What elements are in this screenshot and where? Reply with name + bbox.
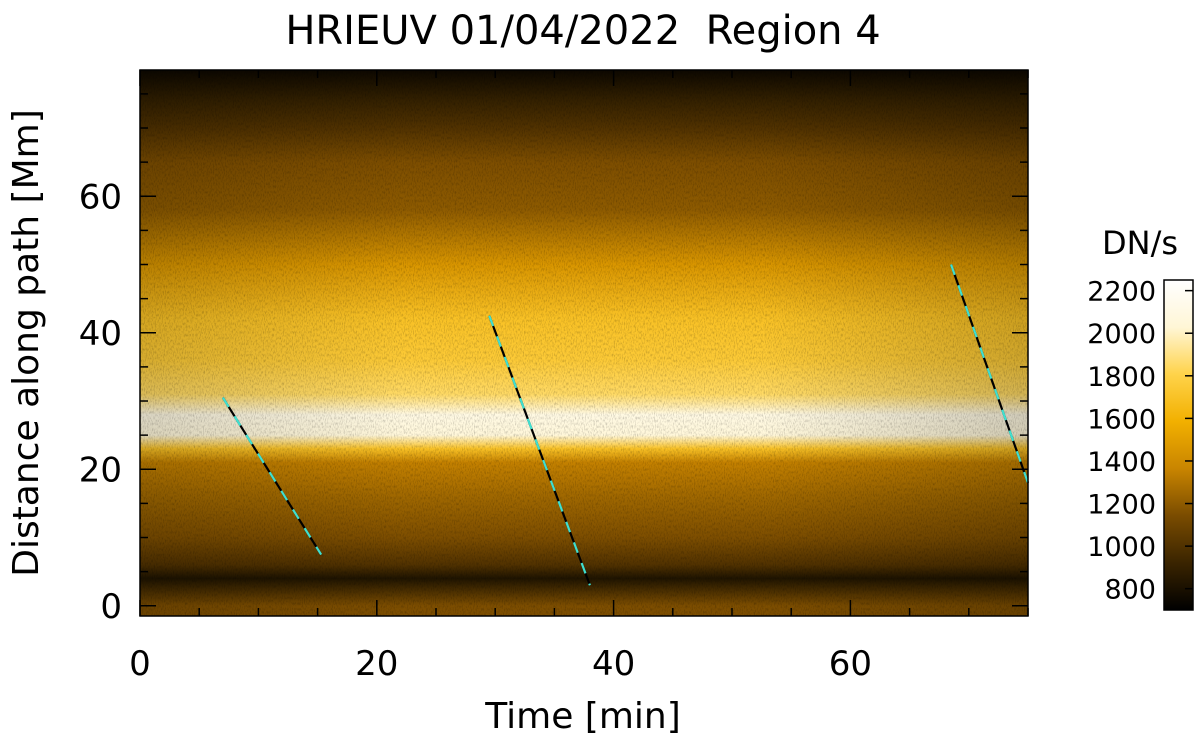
track-dash-1 xyxy=(221,397,323,556)
track-dash-2 xyxy=(488,315,591,586)
colorbar: DN/s 800 1000 1200 1400 1600 1800 2000 2200 xyxy=(1087,224,1194,611)
heatmap-shading xyxy=(140,70,1028,616)
colorbar-tick-label: 1200 xyxy=(1087,490,1156,521)
x-axis-label: Time [min] xyxy=(484,696,681,737)
x-tick-labels: 0 20 40 60 xyxy=(129,644,872,684)
y-tick-label: 0 xyxy=(100,587,122,627)
track-dash-3 xyxy=(950,264,1030,484)
y-tick-labels: 0 20 40 60 xyxy=(79,177,122,627)
colorbar-tick-label: 2200 xyxy=(1087,277,1156,308)
colorbar-tick-label: 800 xyxy=(1104,575,1156,606)
x-tick-label: 60 xyxy=(829,644,872,684)
colorbar-ticks: 800 1000 1200 1400 1600 1800 2000 2200 xyxy=(1087,277,1193,606)
y-tick-label: 40 xyxy=(79,314,122,354)
colorbar-scale xyxy=(1163,279,1194,611)
colorbar-tick-label: 1400 xyxy=(1087,447,1156,478)
x-tick-label: 40 xyxy=(592,644,635,684)
colorbar-tick-label: 1000 xyxy=(1087,532,1156,563)
x-tick-label: 0 xyxy=(129,644,151,684)
colorbar-tick-label: 1800 xyxy=(1087,362,1156,393)
colorbar-tick-label: 1600 xyxy=(1087,404,1156,435)
y-tick-label: 20 xyxy=(79,450,122,490)
plot-area xyxy=(139,69,1030,617)
y-axis-label: Distance along path [Mm] xyxy=(6,109,47,577)
axis-ticks xyxy=(139,70,1029,616)
chart-title: HRIEUV 01/04/2022 Region 4 xyxy=(285,8,880,54)
tracks-layer xyxy=(221,264,1030,586)
colorbar-tick-label: 2000 xyxy=(1087,319,1156,350)
plot-frame xyxy=(139,69,1029,617)
x-tick-label: 20 xyxy=(355,644,398,684)
y-tick-label: 60 xyxy=(79,177,122,217)
colorbar-label: DN/s xyxy=(1102,224,1178,262)
